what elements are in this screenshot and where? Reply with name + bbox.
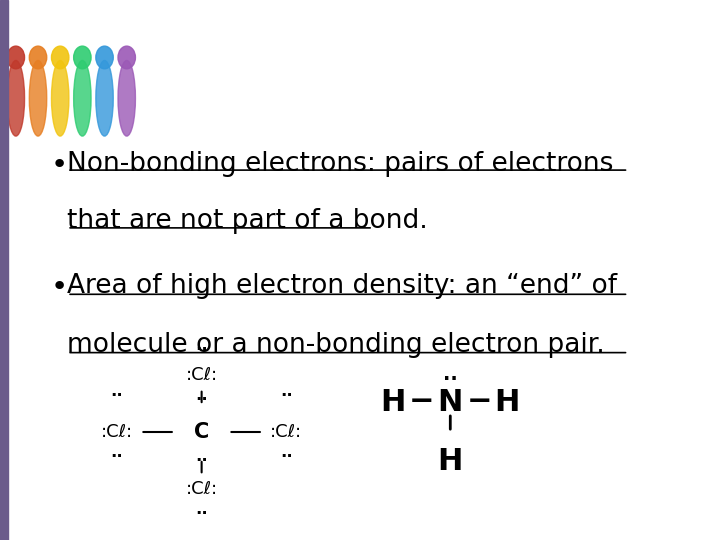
Text: that are not part of a bond.: that are not part of a bond. (67, 208, 428, 234)
Ellipse shape (7, 60, 24, 136)
Text: ··: ·· (111, 448, 123, 466)
Ellipse shape (7, 46, 24, 69)
Text: ··: ·· (195, 505, 208, 523)
Text: ··: ·· (111, 387, 123, 405)
Ellipse shape (118, 46, 135, 69)
Text: C: C (194, 422, 210, 442)
Text: N: N (438, 388, 463, 417)
Text: :Cℓ:: :Cℓ: (186, 480, 217, 498)
Ellipse shape (96, 46, 113, 69)
Ellipse shape (52, 60, 69, 136)
Text: H: H (438, 447, 463, 476)
Text: Non-bonding electrons: pairs of electrons: Non-bonding electrons: pairs of electron… (67, 151, 613, 177)
Text: ··: ·· (195, 452, 208, 470)
Text: •: • (50, 151, 68, 179)
Text: −: − (467, 387, 492, 416)
Text: ··: ·· (280, 387, 292, 405)
Text: ··: ·· (443, 370, 458, 389)
Text: Area of high electron density: an “end” of: Area of high electron density: an “end” … (67, 273, 617, 299)
Text: H: H (495, 388, 520, 417)
Ellipse shape (52, 46, 69, 69)
Text: −: − (409, 387, 434, 416)
Text: :Cℓ:: :Cℓ: (270, 423, 302, 441)
Text: :Cℓ:: :Cℓ: (186, 366, 217, 384)
Ellipse shape (73, 46, 91, 69)
Text: ··: ·· (280, 448, 292, 466)
Text: molecule or a non-bonding electron pair.: molecule or a non-bonding electron pair. (67, 332, 605, 358)
Text: •: • (50, 273, 68, 301)
Ellipse shape (30, 60, 47, 136)
Ellipse shape (30, 46, 47, 69)
Text: :Cℓ:: :Cℓ: (101, 423, 133, 441)
Ellipse shape (118, 60, 135, 136)
Text: ··: ·· (195, 341, 208, 359)
Text: ··: ·· (195, 392, 208, 409)
Text: H: H (380, 388, 406, 417)
Ellipse shape (96, 60, 113, 136)
Ellipse shape (73, 60, 91, 136)
